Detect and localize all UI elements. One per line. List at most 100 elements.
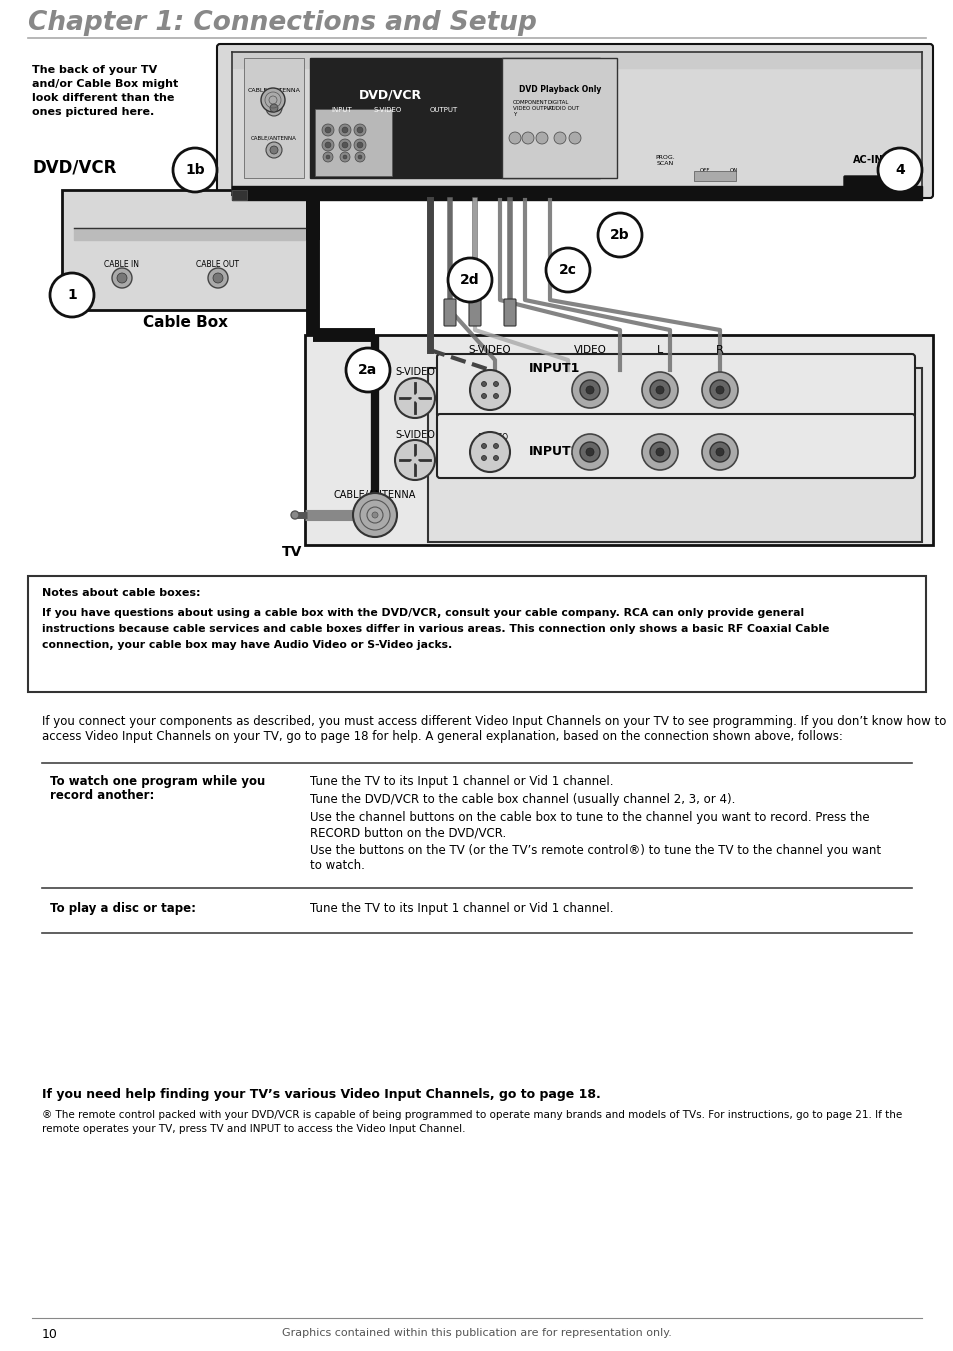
Text: S-VIDEO: S-VIDEO — [374, 107, 402, 113]
Text: DVD/VCR: DVD/VCR — [32, 158, 116, 176]
FancyBboxPatch shape — [436, 354, 914, 417]
Circle shape — [579, 442, 599, 462]
Text: DVD/VCR: DVD/VCR — [358, 88, 421, 101]
Text: S-VIDEO: S-VIDEO — [395, 367, 435, 377]
Circle shape — [701, 434, 738, 470]
Text: INPUT: INPUT — [332, 107, 352, 113]
Circle shape — [709, 442, 729, 462]
FancyBboxPatch shape — [216, 45, 932, 199]
Circle shape — [325, 127, 331, 132]
Circle shape — [470, 432, 510, 471]
Circle shape — [356, 142, 363, 149]
Circle shape — [270, 146, 277, 154]
FancyBboxPatch shape — [28, 576, 925, 692]
Text: CABLE/ANTENNA: CABLE/ANTENNA — [251, 135, 296, 141]
Text: and/or Cable Box might: and/or Cable Box might — [32, 78, 178, 89]
Text: remote operates your TV, press TV and INPUT to access the Video Input Channel.: remote operates your TV, press TV and IN… — [42, 1124, 465, 1133]
Circle shape — [536, 132, 547, 145]
Circle shape — [50, 273, 94, 317]
Text: RECORD button on the DVD/VCR.: RECORD button on the DVD/VCR. — [310, 825, 506, 839]
Circle shape — [641, 372, 678, 408]
Text: access Video Input Channels on your TV, go to page 18 for help. A general explan: access Video Input Channels on your TV, … — [42, 730, 842, 743]
Text: to watch.: to watch. — [310, 859, 364, 871]
Circle shape — [641, 434, 678, 470]
Text: If you connect your components as described, you must access different Video Inp: If you connect your components as descri… — [42, 715, 945, 728]
Text: R: R — [716, 345, 723, 355]
Bar — [232, 186, 921, 200]
Circle shape — [117, 273, 127, 282]
Circle shape — [649, 380, 669, 400]
Circle shape — [521, 132, 534, 145]
Circle shape — [656, 449, 663, 457]
Circle shape — [357, 155, 361, 159]
Circle shape — [572, 434, 607, 470]
Circle shape — [493, 455, 498, 461]
Circle shape — [322, 139, 334, 151]
FancyBboxPatch shape — [443, 299, 456, 326]
Circle shape — [343, 155, 347, 159]
Text: Cable Box: Cable Box — [143, 315, 229, 330]
Text: 2d: 2d — [459, 273, 479, 286]
Text: Tune the DVD/VCR to the cable box channel (usually channel 2, 3, or 4).: Tune the DVD/VCR to the cable box channe… — [310, 793, 735, 807]
Circle shape — [554, 132, 565, 145]
Circle shape — [341, 142, 348, 149]
Circle shape — [493, 381, 498, 386]
Text: To play a disc or tape:: To play a disc or tape: — [50, 902, 195, 915]
Text: record another:: record another: — [50, 789, 154, 802]
Text: S-VIDEO: S-VIDEO — [468, 345, 511, 355]
Text: COMPONENT
VIDEO OUTPUT
Y: COMPONENT VIDEO OUTPUT Y — [513, 100, 554, 116]
Circle shape — [545, 249, 589, 292]
Circle shape — [509, 132, 520, 145]
Circle shape — [493, 393, 498, 399]
Circle shape — [656, 386, 663, 394]
Circle shape — [493, 443, 498, 449]
Circle shape — [579, 380, 599, 400]
Text: CABLE/ANTENNA: CABLE/ANTENNA — [247, 88, 300, 93]
Circle shape — [470, 370, 510, 409]
Circle shape — [325, 142, 331, 149]
Circle shape — [172, 149, 216, 192]
FancyBboxPatch shape — [314, 109, 392, 176]
Text: Tune the TV to its Input 1 channel or Vid 1 channel.: Tune the TV to its Input 1 channel or Vi… — [310, 902, 613, 915]
Circle shape — [598, 213, 641, 257]
Text: Use the buttons on the TV (or the TV’s remote control®) to tune the TV to the ch: Use the buttons on the TV (or the TV’s r… — [310, 844, 881, 857]
Circle shape — [568, 132, 580, 145]
Circle shape — [372, 512, 377, 517]
Circle shape — [481, 443, 486, 449]
Circle shape — [448, 258, 492, 303]
Circle shape — [701, 372, 738, 408]
Circle shape — [346, 349, 390, 392]
Text: If you need help finding your TV’s various Video Input Channels, go to page 18.: If you need help finding your TV’s vario… — [42, 1088, 600, 1101]
Circle shape — [354, 139, 366, 151]
Text: L: L — [657, 345, 662, 355]
Circle shape — [395, 440, 435, 480]
Text: look different than the: look different than the — [32, 93, 174, 103]
Circle shape — [354, 124, 366, 136]
Circle shape — [291, 511, 298, 519]
Text: DVD Playback Only: DVD Playback Only — [518, 85, 600, 95]
FancyBboxPatch shape — [62, 190, 312, 309]
Circle shape — [716, 386, 723, 394]
Text: 2b: 2b — [610, 228, 629, 242]
Circle shape — [356, 127, 363, 132]
FancyBboxPatch shape — [503, 299, 516, 326]
Text: CABLE OUT: CABLE OUT — [196, 259, 239, 269]
Text: INPUT1: INPUT1 — [529, 362, 580, 376]
FancyBboxPatch shape — [305, 335, 932, 544]
Text: Use the channel buttons on the cable box to tune to the channel you want to reco: Use the channel buttons on the cable box… — [310, 811, 869, 824]
Circle shape — [213, 273, 223, 282]
Text: VIDEO: VIDEO — [573, 345, 606, 355]
FancyBboxPatch shape — [310, 58, 599, 178]
FancyBboxPatch shape — [428, 367, 921, 542]
Circle shape — [270, 104, 277, 112]
Text: Chapter 1: Connections and Setup: Chapter 1: Connections and Setup — [28, 9, 537, 36]
Polygon shape — [232, 51, 921, 68]
Text: The back of your TV: The back of your TV — [32, 65, 157, 76]
Circle shape — [338, 139, 351, 151]
Text: connection, your cable box may have Audio Video or S-Video jacks.: connection, your cable box may have Audi… — [42, 640, 452, 650]
Text: 10: 10 — [42, 1328, 58, 1342]
Circle shape — [322, 124, 334, 136]
FancyBboxPatch shape — [501, 58, 617, 178]
Circle shape — [481, 393, 486, 399]
Circle shape — [585, 386, 594, 394]
